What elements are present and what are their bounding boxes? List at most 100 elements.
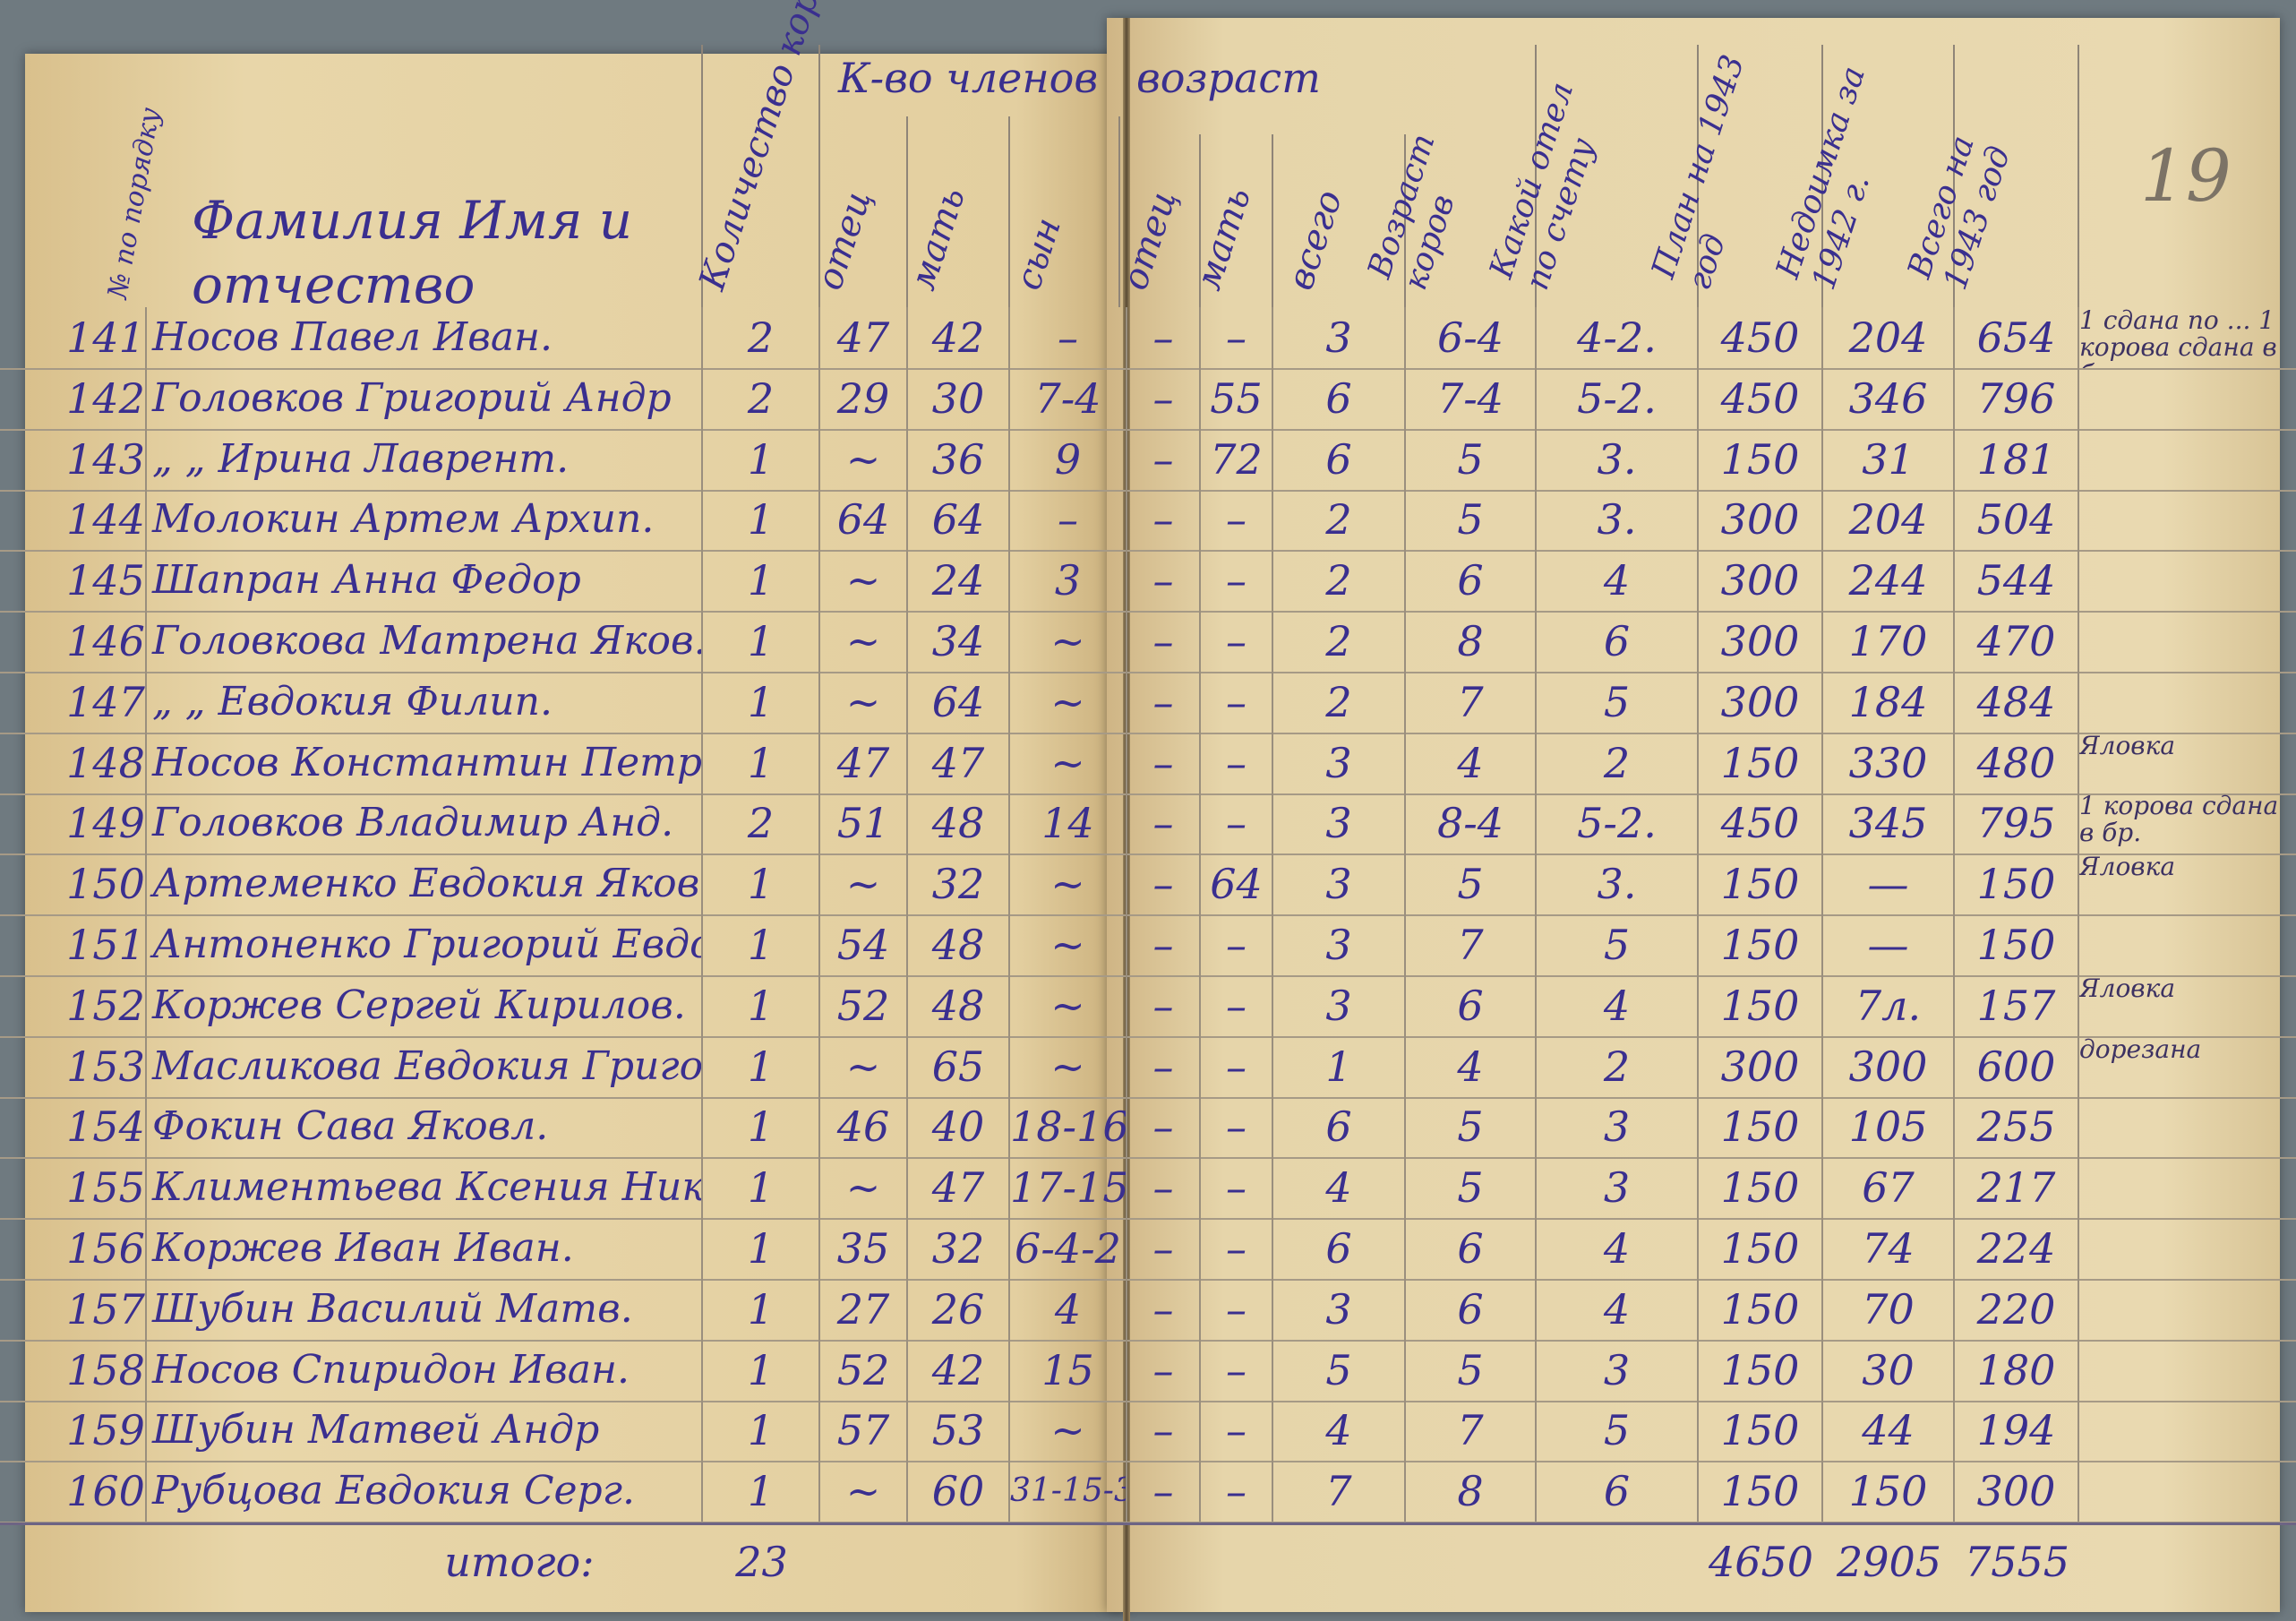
cell-cow-age: 6 xyxy=(1406,550,1537,612)
cell-total: 654 xyxy=(1955,307,2079,368)
cell-note xyxy=(2079,1096,2283,1157)
table-row: 145 Шапран Анна Федор 1 ~24 3– –2 6 4 300 244 544 xyxy=(0,550,2296,613)
header-father: отец xyxy=(809,116,908,307)
cell-name: Антоненко Григорий Евдоким. xyxy=(147,914,703,975)
cell-plan: 450 xyxy=(1699,307,1823,368)
cell-arrears: 204 xyxy=(1823,489,1955,551)
cell-total-members: 6 xyxy=(1273,1218,1406,1279)
cell-name: Головков Владимир Анд. xyxy=(147,793,703,854)
cell-age-father: – xyxy=(1127,1339,1201,1401)
table-row: 148 Носов Константин Петр 1 47 47 ~ – –3 4 2 150 33… xyxy=(0,732,2296,795)
header-age-father-label: отец xyxy=(1114,185,1186,296)
cell-total-members: 2 xyxy=(1273,611,1406,672)
header-members: К-во членов xyxy=(838,54,1099,102)
cell-age-father: – xyxy=(1127,853,1201,915)
cell-cow-age: 7 xyxy=(1406,914,1537,975)
cell-total-members: 5 xyxy=(1273,1339,1406,1401)
right-page xyxy=(1107,18,2280,1612)
totals-row: итого: 23 4650 2905 7555 xyxy=(0,1522,2296,1599)
cell-cow-age: 5 xyxy=(1406,1339,1537,1401)
totals-cows: 23 xyxy=(735,1538,788,1586)
cell-note xyxy=(2079,1461,2283,1522)
cell-age-mother: 64 xyxy=(1201,853,1273,915)
cell-age-mother: – xyxy=(1201,1278,1273,1340)
cell-son: 18-16 xyxy=(1010,1096,1127,1158)
cell-cows: 1 xyxy=(703,611,820,672)
cell-mother: 48 xyxy=(908,914,1010,975)
cell-age-father: – xyxy=(1127,974,1201,1036)
cell-calving: 4 xyxy=(1537,974,1699,1036)
cell-son: ~ xyxy=(1010,611,1127,672)
table-row: 158 Носов Спиридон Иван. 1 52 42 15– –5 5 3 150 30… xyxy=(0,1339,2296,1402)
cell-name: Артеменко Евдокия Яков. xyxy=(147,853,703,915)
cell-age-mother: – xyxy=(1201,1339,1273,1401)
cell-father: 29 xyxy=(820,367,908,429)
cell-age-mother: 55 xyxy=(1201,367,1273,429)
cell-note xyxy=(2079,914,2283,975)
header-age-group: возраст xyxy=(1127,45,1406,307)
cell-plan: 300 xyxy=(1699,489,1823,551)
cell-son: 9 xyxy=(1010,428,1127,490)
cell-name: Климентьева Ксения Никиф xyxy=(147,1157,703,1219)
cell-total: 300 xyxy=(1955,1461,2079,1522)
cell-age-mother: – xyxy=(1201,1400,1273,1462)
cell-name: Молокин Артем Архип. xyxy=(147,489,703,551)
cell-total-members: 4 xyxy=(1273,1400,1406,1462)
header-son-label: сын xyxy=(1007,212,1070,296)
cell-note xyxy=(2079,1218,2283,1279)
cell-row-number: 148 xyxy=(66,732,147,793)
cell-note: дорезана xyxy=(2079,1035,2202,1064)
cell-age-mother: – xyxy=(1201,611,1273,672)
header-mother: мать xyxy=(902,116,1010,307)
cell-father: ~ xyxy=(820,428,908,490)
cell-calving: 2 xyxy=(1537,1035,1699,1097)
table-row: 154 Фокин Сава Яковл. 1 46 40 18-16– –6 5 3 150 10… xyxy=(0,1096,2296,1160)
cell-age-mother: – xyxy=(1201,732,1273,793)
cell-arrears: 70 xyxy=(1823,1278,1955,1340)
cell-cow-age: 8 xyxy=(1406,611,1537,672)
cell-cows: 1 xyxy=(703,1461,820,1522)
cell-name: Головков Григорий Андр xyxy=(147,367,703,429)
cell-note xyxy=(2079,611,2283,672)
cell-son: ~ xyxy=(1010,914,1127,975)
cell-calving: 5-2. xyxy=(1537,367,1699,429)
cell-total-members: 3 xyxy=(1273,853,1406,915)
cell-son: 6-4-2 xyxy=(1010,1218,1127,1279)
cell-total-members: 3 xyxy=(1273,1278,1406,1340)
cell-father: ~ xyxy=(820,1157,908,1219)
cell-mother: 60 xyxy=(908,1461,1010,1522)
left-page xyxy=(25,54,1127,1612)
cell-plan: 300 xyxy=(1699,1035,1823,1097)
cell-father: ~ xyxy=(820,853,908,915)
cell-cows: 1 xyxy=(703,974,820,1036)
header-age-mother: мать xyxy=(1187,134,1273,307)
header-cows-col: Количество коров xyxy=(691,0,840,307)
header-age-father: отец xyxy=(1114,134,1201,307)
cell-row-number: 151 xyxy=(66,914,147,975)
cell-cow-age: 8-4 xyxy=(1406,793,1537,854)
cell-total-members: 6 xyxy=(1273,367,1406,429)
cell-total: 150 xyxy=(1955,914,2079,975)
cell-cow-age: 7 xyxy=(1406,671,1537,733)
cell-age-mother: – xyxy=(1201,1218,1273,1279)
cell-age-father: – xyxy=(1127,550,1201,612)
cell-age-mother: – xyxy=(1201,1035,1273,1097)
cell-calving: 3. xyxy=(1537,489,1699,551)
cell-note: Яловка xyxy=(2079,974,2176,1003)
cell-row-number: 147 xyxy=(66,671,147,733)
cell-age-father: – xyxy=(1127,1157,1201,1219)
cell-plan: 150 xyxy=(1699,1278,1823,1340)
cell-age-father: – xyxy=(1127,307,1201,368)
cell-note: Яловка xyxy=(2079,732,2176,760)
cell-total: 220 xyxy=(1955,1278,2079,1340)
cell-total-members: 3 xyxy=(1273,793,1406,854)
cell-son: 17-15 xyxy=(1010,1157,1127,1219)
cell-name: Носов Павел Иван. xyxy=(147,307,703,368)
cell-note xyxy=(2079,429,2283,490)
cell-calving: 4 xyxy=(1537,1278,1699,1340)
cell-total: 544 xyxy=(1955,550,2079,612)
cell-father: 54 xyxy=(820,914,908,975)
cell-total: 217 xyxy=(1955,1157,2079,1219)
cell-name: Головкова Матрена Яков. xyxy=(147,611,703,672)
header-row-number: № по порядку xyxy=(102,105,167,302)
